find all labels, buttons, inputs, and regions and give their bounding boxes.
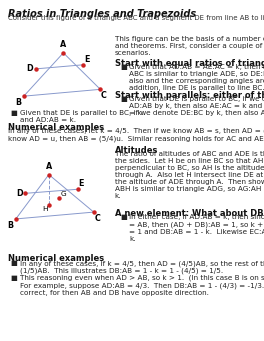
Text: Start with parallels: either of these: Start with parallels: either of these	[115, 91, 264, 100]
Text: ■: ■	[11, 275, 17, 281]
Text: C: C	[95, 214, 100, 223]
Text: Given that DE is parallel to BC, if we denote
AD:AB by k, then also AE:AC = k an: Given that DE is parallel to BC, if we d…	[129, 96, 264, 116]
Text: E: E	[84, 55, 89, 64]
Text: This reasoning even when AD > AB, so k > 1.  (In this case B is on segment AD.)
: This reasoning even when AD > AB, so k >…	[20, 275, 264, 296]
Text: C: C	[101, 91, 107, 100]
Text: G: G	[61, 191, 66, 197]
Text: The ratio of altitudes of ABC and ADE is the same as for
the sides.  Let H be on: The ratio of altitudes of ABC and ADE is…	[115, 151, 264, 199]
Text: D: D	[26, 64, 33, 73]
Text: D: D	[16, 189, 22, 198]
Text: In any of these cases, if k = 4/5, then AD = (4/5)AB, so the rest of the segment: In any of these cases, if k = 4/5, then …	[20, 260, 264, 274]
Text: In either case, if AD:AB = k, then since AD + DB
= AB, then (AD + DB):AB = 1, so: In either case, if AD:AB = k, then since…	[129, 214, 264, 242]
Text: ■: ■	[120, 96, 127, 102]
Text: E: E	[79, 179, 84, 188]
Text: In any of these cases, let k = 4/5.  Then if we know AB = s, then AD = (4/5)s.  : In any of these cases, let k = 4/5. Then…	[8, 128, 264, 142]
Text: This figure can be the basis of a number of problems
and theorems. First, consid: This figure can be the basis of a number…	[115, 36, 264, 56]
Text: Given that DE is parallel to BC, if we denote DE:BC by k, then also AE:AC = k
an: Given that DE is parallel to BC, if we d…	[20, 110, 264, 123]
Text: H: H	[43, 206, 48, 212]
Text: ■: ■	[120, 64, 127, 70]
Text: B: B	[15, 98, 21, 107]
Text: A new element: What about DB or EC?: A new element: What about DB or EC?	[115, 209, 264, 218]
Text: Ratios in Triangles and Trapezoids: Ratios in Triangles and Trapezoids	[8, 9, 196, 19]
Text: ■: ■	[11, 110, 17, 116]
Text: Numerical examples: Numerical examples	[8, 123, 104, 132]
Text: Numerical examples: Numerical examples	[8, 254, 104, 263]
Text: A: A	[46, 162, 52, 171]
Text: ■: ■	[120, 214, 127, 220]
Text: Altitudes: Altitudes	[115, 146, 158, 155]
Text: ■: ■	[11, 260, 17, 266]
Text: B: B	[7, 221, 13, 229]
Text: Start with equal ratios of triangle sides: Start with equal ratios of triangle side…	[115, 59, 264, 68]
Text: Given that AD:AB = AE:AC = k, then triangle
ABC is similar to triangle ADE, so D: Given that AD:AB = AE:AC = k, then trian…	[129, 64, 264, 91]
Text: Consider this figure of a triangle ABC and a segment DE from line AB to line AC: Consider this figure of a triangle ABC a…	[8, 15, 264, 21]
Text: A: A	[60, 41, 67, 49]
